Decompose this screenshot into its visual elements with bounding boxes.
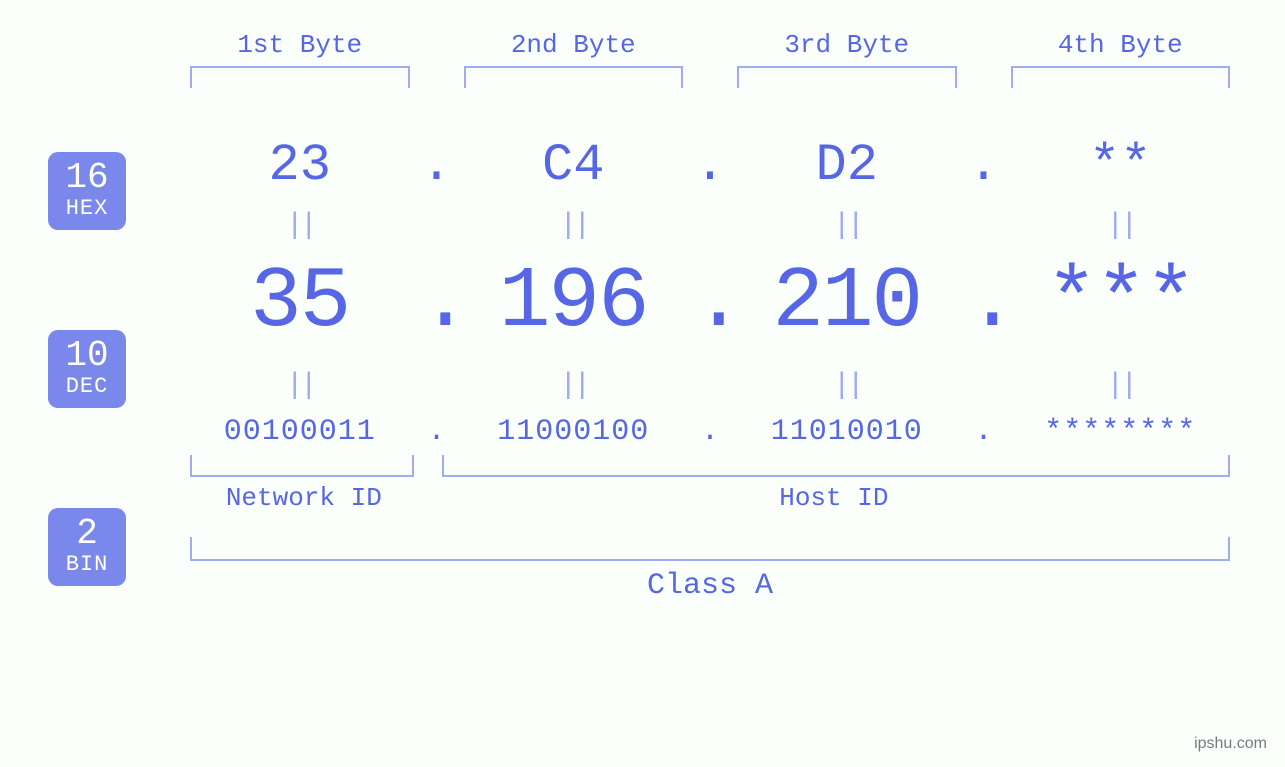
hex-byte-1: 23 — [180, 136, 420, 195]
badge-bin-label: BIN — [48, 554, 126, 576]
netid-brackets — [180, 455, 1240, 477]
bracket-top-icon — [190, 66, 410, 88]
badge-dec-number: 10 — [48, 338, 126, 374]
dot-separator: . — [967, 415, 1001, 449]
dot-separator: . — [967, 253, 1001, 351]
bin-byte-2: 11000100 — [454, 415, 694, 449]
dec-byte-1: 35 — [180, 253, 420, 351]
equals-icon: || — [727, 369, 967, 403]
equals-icon: || — [180, 369, 420, 403]
bracket-bottom-icon — [442, 455, 1230, 477]
dot-separator: . — [420, 415, 454, 449]
equals-row-2: || || || || — [180, 369, 1240, 403]
dot-separator: . — [693, 415, 727, 449]
dot-separator: . — [693, 253, 727, 351]
equals-icon: || — [727, 209, 967, 243]
badge-hex-number: 16 — [48, 160, 126, 196]
network-id-label: Network ID — [180, 483, 428, 513]
bracket-top-icon — [464, 66, 684, 88]
dec-byte-3: 210 — [727, 253, 967, 351]
hex-byte-3: D2 — [727, 136, 967, 195]
dot-separator: . — [967, 136, 1001, 195]
header-byte-3: 3rd Byte — [727, 30, 967, 60]
hex-byte-4: ** — [1001, 136, 1241, 195]
header-byte-1: 1st Byte — [180, 30, 420, 60]
byte-headers: 1st Byte 2nd Byte 3rd Byte 4th Byte — [180, 30, 1240, 60]
header-byte-2: 2nd Byte — [454, 30, 694, 60]
bin-byte-1: 00100011 — [180, 415, 420, 449]
equals-icon: || — [1001, 209, 1241, 243]
equals-icon: || — [454, 369, 694, 403]
ip-grid: 1st Byte 2nd Byte 3rd Byte 4th Byte 23 .… — [180, 0, 1240, 603]
dec-row: 35 . 196 . 210 . *** — [180, 253, 1240, 351]
equals-icon: || — [1001, 369, 1241, 403]
netid-labels: Network ID Host ID — [180, 483, 1240, 513]
header-brackets — [180, 60, 1240, 88]
badge-hex-label: HEX — [48, 198, 126, 220]
equals-icon: || — [180, 209, 420, 243]
bin-byte-3: 11010010 — [727, 415, 967, 449]
hex-byte-2: C4 — [454, 136, 694, 195]
bracket-top-icon — [1011, 66, 1231, 88]
equals-row-1: || || || || — [180, 209, 1240, 243]
host-id-label: Host ID — [428, 483, 1240, 513]
badge-dec: 10 DEC — [48, 330, 126, 408]
badge-bin-number: 2 — [48, 516, 126, 552]
badge-hex: 16 HEX — [48, 152, 126, 230]
bin-byte-4: ******** — [1001, 415, 1241, 449]
watermark: ipshu.com — [1194, 735, 1267, 753]
class-label: Class A — [180, 569, 1240, 603]
dec-byte-2: 196 — [454, 253, 694, 351]
badge-dec-label: DEC — [48, 376, 126, 398]
base-badges: 16 HEX 10 DEC 2 BIN — [48, 152, 126, 586]
dec-byte-4: *** — [1001, 253, 1241, 351]
dot-separator: . — [420, 136, 454, 195]
dot-separator: . — [420, 253, 454, 351]
header-byte-4: 4th Byte — [1001, 30, 1241, 60]
dot-separator: . — [693, 136, 727, 195]
class-bracket-icon — [190, 537, 1230, 561]
bracket-top-icon — [737, 66, 957, 88]
hex-row: 23 . C4 . D2 . ** — [180, 136, 1240, 195]
badge-bin: 2 BIN — [48, 508, 126, 586]
equals-icon: || — [454, 209, 694, 243]
bin-row: 00100011 . 11000100 . 11010010 . *******… — [180, 415, 1240, 449]
bracket-bottom-icon — [190, 455, 414, 477]
